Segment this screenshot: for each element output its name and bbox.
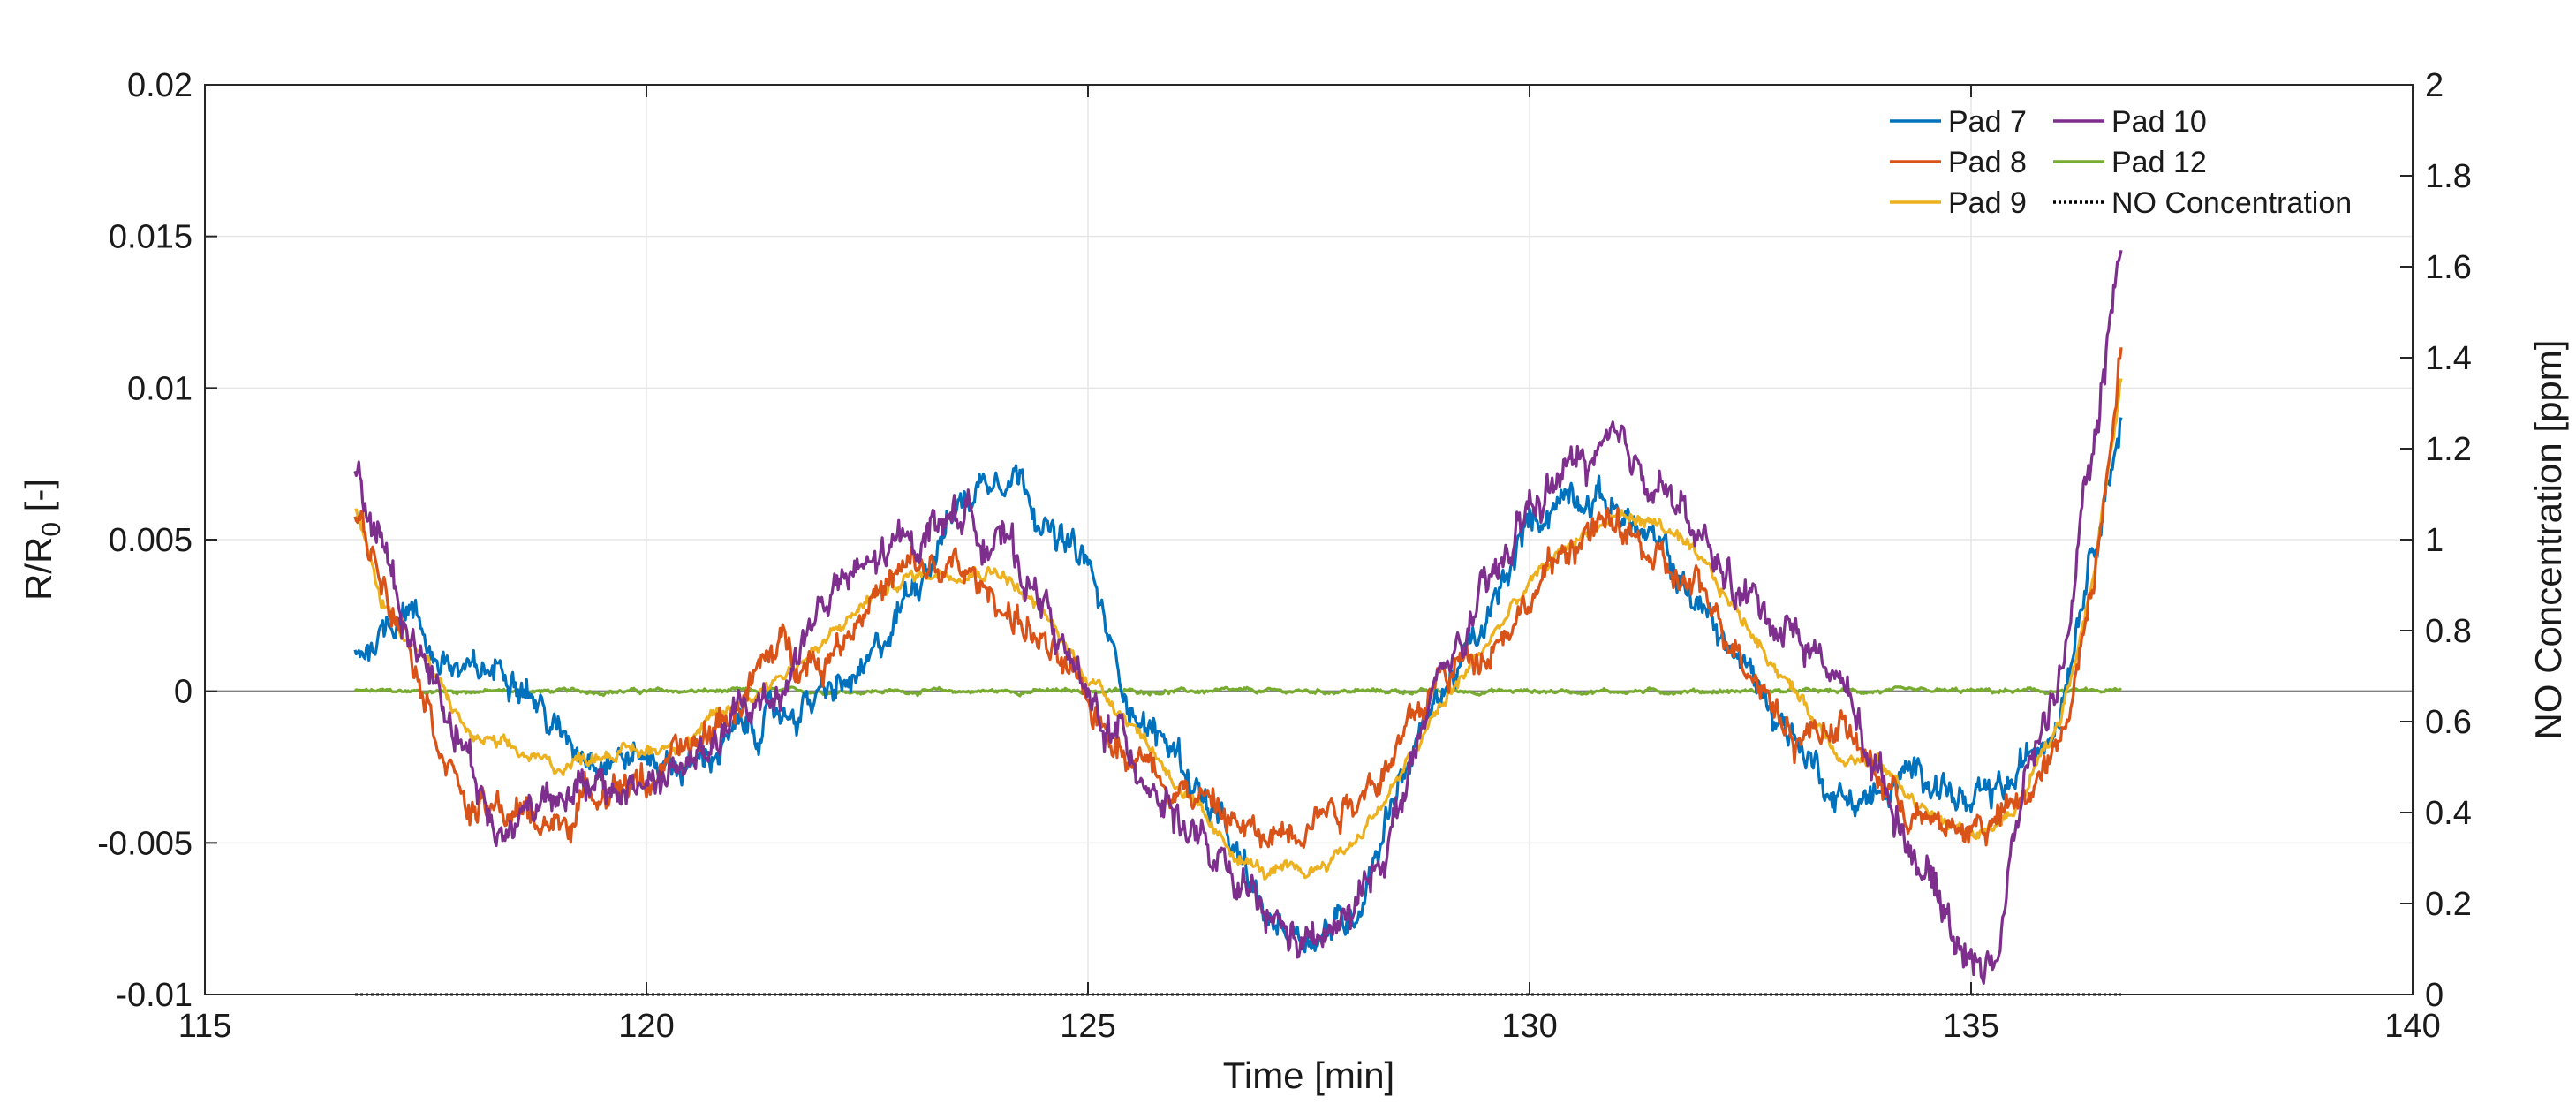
x-tick-label: 130 [1501,1008,1557,1045]
legend-item: Pad 10 [2053,105,2207,139]
legend-label: Pad 7 [1948,105,2027,139]
legend-item: Pad 8 [1890,146,2027,179]
y-right-tick-label: 0.2 [2425,886,2472,923]
y-right-tick-label: 1.8 [2425,158,2472,195]
legend-item: Pad 12 [2053,146,2207,179]
y-right-tick-label: 1.4 [2425,340,2472,377]
y-left-tick-label: 0.02 [127,67,193,104]
y-right-tick-label: 1.2 [2425,431,2472,468]
y-right-tick-label: 1.6 [2425,249,2472,286]
legend-item: Pad 9 [1890,186,2027,220]
legend-label: Pad 12 [2111,146,2207,179]
y-left-tick-label: -0.01 [116,977,193,1014]
y-left-tick-label: 0.015 [109,219,193,256]
x-tick-label: 140 [2384,1008,2440,1045]
y-right-tick-label: 0.4 [2425,795,2472,832]
legend-label: Pad 9 [1948,186,2027,220]
y-left-tick-label: 0.005 [109,522,193,559]
series-line-pad-10 [353,249,2123,985]
y-axis-left-title-main: R/R [18,537,59,601]
y-right-tick-label: 2 [2425,67,2444,104]
series-line-pad-12 [353,685,2122,698]
y-axis-left: -0.01 -0.005 0 0.005 0.01 0.015 0.02 [97,67,217,1014]
y-right-tick-label: 0.8 [2425,613,2472,650]
x-tick-label: 120 [618,1008,674,1045]
x-axis-title: Time [min] [1223,1055,1394,1096]
y-axis-right: 0 0.2 0.4 0.6 0.8 1 1.2 1.4 1.6 1.8 2 [2400,67,2472,1014]
y-axis-left-title-unit: [-] [18,479,59,522]
series-layer [353,249,2123,996]
series-line-pad-8 [353,347,2123,849]
y-left-tick-label: 0.01 [127,370,193,407]
y-axis-left-title-subscript: 0 [37,522,66,537]
y-axis-right-title: NO Concentration [ppm] [2527,340,2569,740]
legend-label: Pad 10 [2111,105,2207,139]
x-tick-label: 115 [178,1008,232,1045]
x-tick-label: 125 [1060,1008,1115,1045]
y-left-tick-label: -0.005 [97,825,193,862]
y-right-tick-label: 1 [2425,522,2444,559]
y-right-tick-label: 0.6 [2425,704,2472,741]
y-axis-left-title: R/R0 [-] [18,479,66,601]
y-right-tick-label: 0 [2425,977,2444,1014]
y-left-tick-label: 0 [174,674,193,711]
legend: Pad 7 Pad 8 Pad 9 Pad 10 Pad 12 NO Concentrat… [1890,105,2352,220]
x-axis: 115 120 125 130 135 140 [178,85,2441,1045]
legend-label: NO Concentration [2111,186,2352,220]
x-tick-label: 135 [1943,1008,1998,1045]
legend-item: Pad 7 [1890,105,2027,139]
legend-label: Pad 8 [1948,146,2027,179]
legend-item: NO Concentration [2053,186,2352,220]
